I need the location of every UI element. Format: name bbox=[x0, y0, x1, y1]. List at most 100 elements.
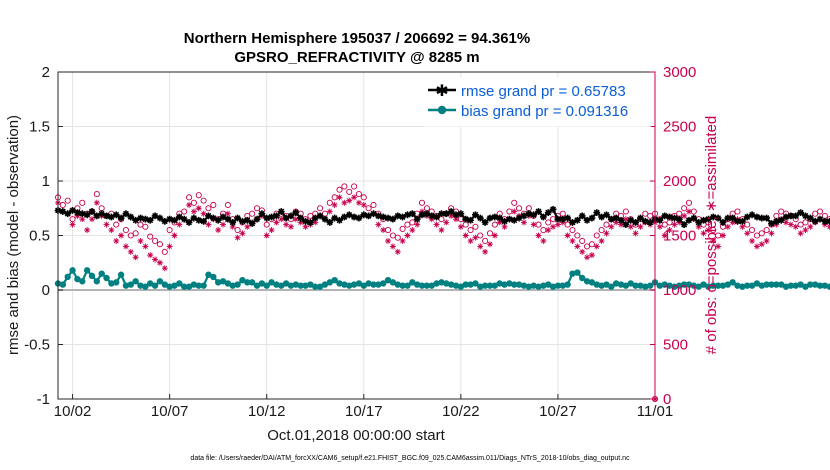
bias-point bbox=[700, 281, 707, 288]
y-left-tick-label: 0 bbox=[42, 282, 50, 299]
bias-point bbox=[472, 280, 479, 287]
obs-assimilated-point bbox=[404, 232, 411, 239]
bias-point bbox=[777, 281, 785, 288]
bias-point bbox=[292, 281, 300, 288]
obs-assimilated-point bbox=[103, 221, 110, 228]
rmse-point bbox=[559, 215, 567, 223]
obs-possible-point bbox=[506, 208, 513, 215]
rmse-point bbox=[433, 213, 440, 221]
obs-possible-point bbox=[64, 197, 71, 204]
bias-point bbox=[642, 283, 649, 290]
obs-assimilated-point bbox=[122, 243, 129, 250]
obs-possible-point bbox=[195, 192, 202, 199]
obs-assimilated-point bbox=[273, 219, 280, 226]
bias-point bbox=[263, 282, 270, 289]
rmse-point bbox=[331, 214, 339, 222]
x-tick-label: 10/02 bbox=[54, 403, 92, 420]
rmse-point bbox=[161, 217, 169, 225]
rmse-point bbox=[496, 214, 504, 222]
legend-bias-label: bias grand pr = 0.091316 bbox=[461, 103, 628, 120]
rmse-point bbox=[132, 216, 140, 224]
obs-assimilated-point bbox=[79, 216, 86, 223]
rmse-point bbox=[598, 213, 606, 221]
obs-assimilated-point bbox=[113, 237, 120, 244]
obs-possible-point bbox=[418, 199, 426, 206]
obs-possible-point bbox=[166, 226, 173, 234]
rmse-point bbox=[782, 213, 790, 221]
x-tick-label: 10/22 bbox=[442, 403, 480, 420]
bias-point bbox=[253, 282, 261, 289]
rmse-point bbox=[748, 211, 756, 219]
bias-point bbox=[205, 271, 212, 278]
bias-point bbox=[632, 282, 639, 289]
rmse-point bbox=[282, 214, 290, 222]
rmse-point bbox=[117, 214, 125, 222]
rmse-point bbox=[603, 211, 610, 219]
bias-point bbox=[88, 272, 96, 280]
obs-possible-point bbox=[205, 205, 212, 212]
obs-assimilated-point bbox=[399, 237, 406, 244]
bias-point bbox=[171, 282, 178, 289]
bias-point bbox=[603, 281, 610, 288]
obs-assimilated-point bbox=[768, 230, 775, 237]
x-tick-label: 10/27 bbox=[539, 403, 577, 420]
obs-possible-point bbox=[685, 199, 693, 206]
obs-possible-point bbox=[763, 226, 770, 234]
obs-possible-point bbox=[253, 205, 261, 212]
obs-assimilated-point bbox=[715, 243, 722, 250]
obs-possible-point bbox=[545, 219, 552, 226]
obs-assimilated-point bbox=[346, 197, 353, 204]
obs-assimilated-point bbox=[618, 221, 625, 228]
obs-possible-point bbox=[384, 226, 392, 234]
obs-possible-point bbox=[161, 248, 168, 255]
rmse-point bbox=[253, 215, 261, 223]
obs-possible-point bbox=[113, 221, 120, 228]
rmse-point bbox=[292, 209, 300, 217]
rmse-point bbox=[360, 211, 368, 219]
rmse-point bbox=[734, 217, 741, 225]
obs-possible-point bbox=[579, 237, 586, 244]
bias-point bbox=[457, 283, 465, 290]
y-right-tick-label: 2500 bbox=[663, 119, 696, 136]
bias-point bbox=[326, 279, 334, 286]
bias-point bbox=[719, 282, 727, 289]
bias-point bbox=[763, 281, 770, 288]
bias-point bbox=[98, 270, 105, 277]
bias-point bbox=[185, 283, 193, 290]
rmse-point bbox=[520, 212, 528, 220]
bias-point bbox=[564, 281, 571, 288]
obs-assimilated-point bbox=[263, 232, 270, 239]
bias-point bbox=[520, 282, 528, 289]
rmse-point bbox=[258, 210, 266, 218]
obs-assimilated-point bbox=[156, 259, 163, 266]
rmse-point bbox=[423, 210, 431, 218]
bias-point bbox=[59, 281, 67, 288]
rmse-point bbox=[316, 212, 324, 220]
obs-possible-point bbox=[462, 221, 469, 228]
rmse-point bbox=[462, 215, 470, 223]
legend-bias-marker bbox=[437, 105, 447, 115]
obs-possible-point bbox=[210, 201, 217, 209]
bias-point bbox=[714, 282, 722, 289]
obs-possible-point bbox=[341, 183, 348, 190]
obs-assimilated-point bbox=[501, 223, 508, 230]
obs-assimilated-point bbox=[152, 256, 159, 263]
rmse-point bbox=[457, 210, 465, 218]
obs-possible-point bbox=[598, 226, 605, 234]
obs-possible-point bbox=[821, 212, 828, 219]
rmse-point bbox=[408, 210, 416, 218]
obs-possible-point bbox=[477, 232, 484, 239]
rmse-point bbox=[389, 215, 397, 223]
obs-possible-point bbox=[404, 221, 411, 228]
obs-assimilated-point bbox=[127, 248, 134, 255]
rmse-point bbox=[704, 215, 712, 223]
obs-assimilated-point bbox=[292, 216, 299, 223]
rmse-point bbox=[273, 212, 280, 220]
obs-assimilated-point bbox=[244, 223, 251, 230]
obs-assimilated-point bbox=[520, 219, 527, 226]
rmse-point bbox=[98, 210, 106, 218]
obs-possible-point bbox=[156, 241, 163, 248]
rmse-point bbox=[510, 216, 518, 224]
bias-point bbox=[792, 282, 799, 289]
bias-point bbox=[307, 281, 314, 288]
